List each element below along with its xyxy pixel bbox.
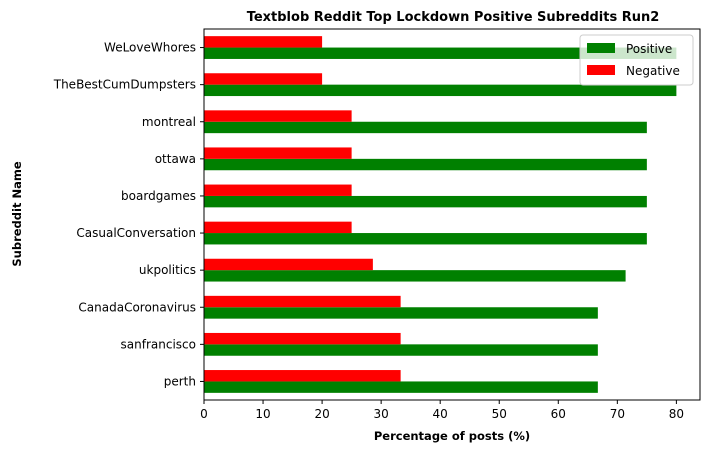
bar-negative-0 bbox=[204, 370, 401, 382]
chart-title: Textblob Reddit Top Lockdown Positive Su… bbox=[247, 10, 660, 25]
x-ticks-group: 0 10 20 30 40 50 60 70 80 bbox=[200, 400, 684, 421]
legend-swatch-positive bbox=[587, 43, 615, 53]
bar-negative-4 bbox=[204, 221, 352, 234]
y-tick-label: perth bbox=[164, 374, 196, 388]
x-tick-label: 20 bbox=[314, 407, 329, 421]
bar-positive-8 bbox=[204, 84, 677, 97]
bar-positive-1 bbox=[204, 344, 598, 356]
bar-negative-7 bbox=[204, 110, 352, 122]
y-tick-label: boardgames bbox=[121, 189, 196, 203]
x-tick-label: 80 bbox=[669, 407, 684, 421]
bar-positive-0 bbox=[204, 381, 598, 393]
x-tick-label: 0 bbox=[200, 407, 208, 421]
bar-positive-6 bbox=[204, 158, 647, 171]
x-tick-label: 70 bbox=[610, 407, 625, 421]
y-ticks-group: perth sanfrancisco CanadaCoronavirus ukpoli… bbox=[53, 41, 204, 388]
plot-frame bbox=[203, 28, 701, 401]
bars-group bbox=[204, 36, 677, 393]
x-tick-label: 10 bbox=[255, 407, 270, 421]
y-tick-label: montreal bbox=[142, 115, 196, 129]
bar-negative-2 bbox=[204, 295, 401, 308]
y-tick-label: WeLoveWhores bbox=[104, 41, 196, 55]
legend-label-positive: Positive bbox=[626, 42, 672, 56]
bar-positive-9 bbox=[204, 47, 677, 59]
y-tick-label: ukpolitics bbox=[139, 263, 196, 277]
bar-negative-5 bbox=[204, 184, 352, 196]
x-tick-label: 40 bbox=[433, 407, 448, 421]
y-axis-label: Subreddit Name bbox=[10, 161, 24, 266]
y-tick-label: CanadaCoronavirus bbox=[78, 300, 196, 314]
bar-positive-2 bbox=[204, 307, 598, 319]
bar-negative-6 bbox=[204, 147, 352, 159]
bar-negative-9 bbox=[204, 36, 323, 48]
legend: Positive Negative bbox=[579, 34, 694, 86]
x-tick-label: 50 bbox=[492, 407, 507, 421]
x-tick-label: 60 bbox=[551, 407, 566, 421]
y-tick-label: CasualConversation bbox=[76, 226, 196, 240]
bar-positive-7 bbox=[204, 121, 647, 134]
bar-negative-1 bbox=[204, 332, 401, 345]
y-tick-label: sanfrancisco bbox=[121, 337, 196, 351]
x-tick-label: 30 bbox=[374, 407, 389, 421]
legend-label-negative: Negative bbox=[626, 64, 680, 78]
legend-swatch-negative bbox=[587, 65, 615, 75]
bar-positive-3 bbox=[204, 270, 626, 282]
bar-negative-3 bbox=[204, 258, 373, 271]
y-tick-label: TheBestCumDumpsters bbox=[53, 78, 196, 92]
bar-positive-4 bbox=[204, 233, 647, 245]
bar-positive-5 bbox=[204, 195, 647, 208]
y-tick-label: ottawa bbox=[155, 152, 196, 166]
bar-negative-8 bbox=[204, 73, 323, 85]
x-axis-label: Percentage of posts (%) bbox=[374, 429, 530, 443]
